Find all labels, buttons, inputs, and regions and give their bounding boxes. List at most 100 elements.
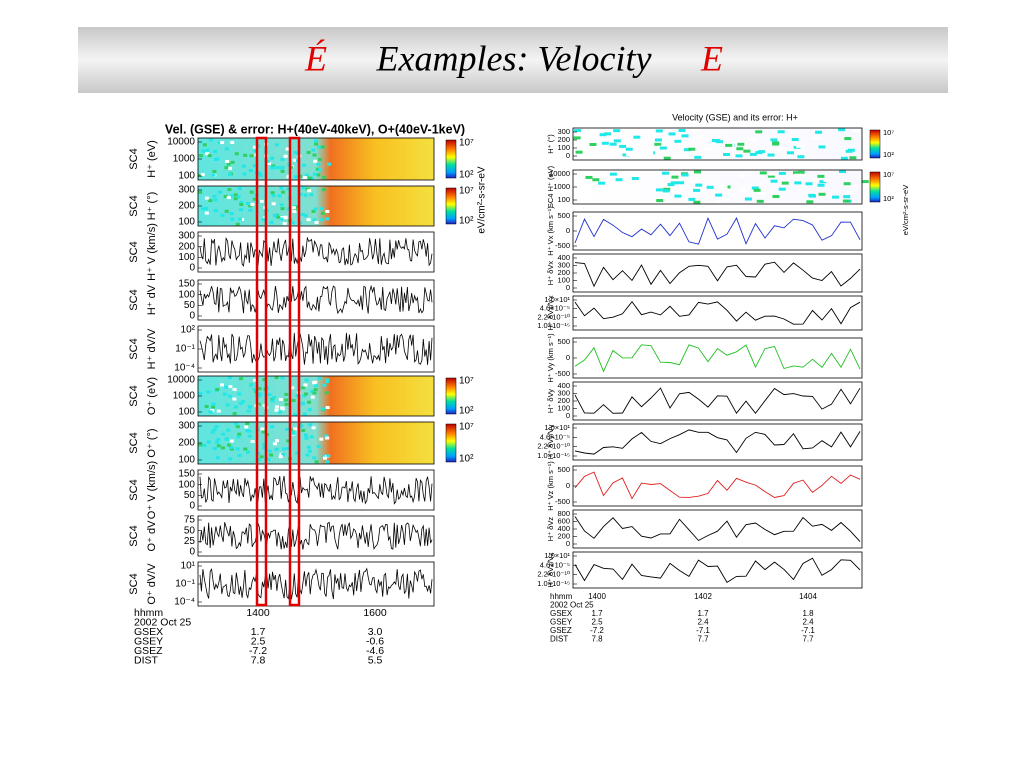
spectrogram-cell bbox=[266, 458, 271, 462]
spectrogram-cell bbox=[239, 377, 244, 381]
spectrogram-cell bbox=[794, 181, 802, 185]
spectrogram-cell bbox=[295, 205, 300, 209]
spectrogram-cell bbox=[291, 206, 296, 210]
footer-head: 1600 bbox=[363, 607, 387, 619]
spectrogram-cell bbox=[215, 388, 220, 392]
spectrogram-cell bbox=[303, 214, 308, 218]
panel-frame bbox=[572, 381, 863, 421]
footer-cell: 2.5 bbox=[251, 635, 266, 647]
colorbar-tick: 10² bbox=[459, 170, 474, 181]
spectrogram-cell bbox=[308, 423, 313, 427]
spectrogram-cell bbox=[270, 399, 275, 403]
spectrogram-cell bbox=[303, 433, 308, 437]
spectrogram-cell bbox=[235, 222, 240, 226]
y-tick-label: 600 bbox=[557, 516, 570, 525]
spectrogram-cell bbox=[306, 218, 311, 222]
spectrogram-cell bbox=[293, 427, 298, 431]
panel-label: H⁺ δVx bbox=[546, 261, 555, 286]
spectrogram-cell bbox=[312, 391, 317, 395]
footer-cell: -7.1 bbox=[696, 626, 710, 635]
spectrogram-cell bbox=[286, 175, 291, 179]
spectrogram-cell bbox=[274, 143, 279, 147]
spectrogram-cell bbox=[286, 439, 291, 443]
spectrogram-cell bbox=[817, 183, 825, 187]
panel-frame bbox=[572, 337, 863, 379]
spectrogram-cell bbox=[626, 152, 634, 156]
footer-cell: 2.5 bbox=[591, 618, 603, 627]
spectrogram-cell bbox=[655, 129, 663, 133]
spectrogram-cell bbox=[211, 402, 216, 406]
footer-cell: 7.8 bbox=[591, 635, 603, 644]
spectrogram-cell bbox=[282, 222, 287, 226]
panel-sc: SC4 bbox=[128, 289, 140, 310]
spectrogram-cell bbox=[216, 444, 221, 448]
y-tick-label: 10000 bbox=[167, 137, 195, 148]
spectrogram-cell bbox=[212, 447, 217, 451]
y-tick-label: 300 bbox=[557, 260, 570, 269]
spectrogram-cell bbox=[281, 447, 286, 451]
spectrogram-cell bbox=[609, 142, 617, 146]
spectrogram-cell bbox=[648, 148, 656, 152]
spectrogram-cell bbox=[808, 194, 816, 198]
footer-cell: 7.7 bbox=[697, 635, 709, 644]
spectrogram-cell bbox=[229, 447, 234, 451]
spectrogram-cell bbox=[812, 136, 820, 140]
y-tick-label: 75 bbox=[184, 515, 196, 526]
spectrogram-cell bbox=[204, 404, 209, 408]
footer-cell: GSEY bbox=[550, 618, 573, 627]
spectrogram-cell bbox=[232, 387, 237, 391]
y-tick-label: 100 bbox=[557, 403, 570, 412]
spectrogram-cell bbox=[230, 140, 235, 144]
spectrogram-cell bbox=[248, 168, 253, 172]
spectrogram-cell bbox=[198, 443, 203, 447]
spectrogram-cell bbox=[286, 207, 291, 211]
spectrogram-cell bbox=[715, 193, 723, 197]
spectrogram-cell bbox=[320, 407, 325, 411]
trace bbox=[574, 217, 861, 245]
panel-label: H⁺ δVz bbox=[546, 517, 555, 542]
spectrogram-cell bbox=[574, 196, 582, 200]
spectrogram-cell bbox=[295, 451, 300, 455]
spectrogram-cell bbox=[284, 427, 289, 431]
colorbar-tick: 10⁷ bbox=[883, 170, 894, 179]
spectrogram-cell bbox=[314, 460, 319, 464]
y-tick-label: 1.0×10⁻¹⁵ bbox=[537, 579, 570, 588]
spectrogram-cell bbox=[309, 176, 314, 180]
spectrogram-cell bbox=[259, 199, 264, 203]
spectrogram-cell bbox=[227, 376, 232, 380]
trace bbox=[199, 521, 433, 550]
spectrogram-cell bbox=[198, 190, 203, 194]
spectrogram-cell bbox=[706, 147, 714, 151]
spectrogram-cell bbox=[313, 159, 318, 163]
panel-frame bbox=[572, 211, 863, 251]
panel-label: O⁺ (eV) bbox=[146, 377, 158, 415]
panel-frame bbox=[572, 551, 863, 589]
spectrogram-cell bbox=[311, 148, 316, 152]
spectrogram-cell bbox=[797, 170, 805, 174]
spectrogram-cell bbox=[662, 189, 670, 193]
colorbar bbox=[869, 129, 881, 159]
spectrogram-cell bbox=[317, 145, 322, 149]
y-tick-label: 300 bbox=[178, 231, 195, 242]
spectrogram-cell bbox=[832, 195, 840, 199]
spectrogram-cell bbox=[206, 390, 211, 394]
spectrogram-cell bbox=[678, 128, 686, 132]
y-tick-label: 1000 bbox=[173, 154, 196, 165]
spectrogram-cell bbox=[846, 191, 854, 195]
footer-cell: -7.2 bbox=[249, 645, 267, 657]
spectrogram-cell bbox=[631, 177, 639, 181]
spectrogram-cell bbox=[768, 172, 776, 176]
spectrogram-cell bbox=[277, 194, 282, 198]
y-tick-label: 300 bbox=[178, 421, 195, 432]
spectrogram-cell bbox=[221, 432, 226, 436]
spectrogram-cell bbox=[250, 202, 255, 206]
spectrogram-cell bbox=[259, 455, 264, 459]
panel-label: H⁺ δVx/Vx bbox=[546, 295, 555, 330]
spectrogram-cell bbox=[213, 209, 218, 213]
spectrogram-cell bbox=[753, 188, 761, 192]
spectrogram-cell bbox=[257, 387, 262, 391]
spectrogram-cell bbox=[245, 422, 250, 426]
spectrogram-cell bbox=[240, 217, 245, 221]
y-tick-label: 2.2×10⁻¹⁰ bbox=[537, 442, 570, 451]
spectrogram-cell bbox=[625, 147, 633, 151]
